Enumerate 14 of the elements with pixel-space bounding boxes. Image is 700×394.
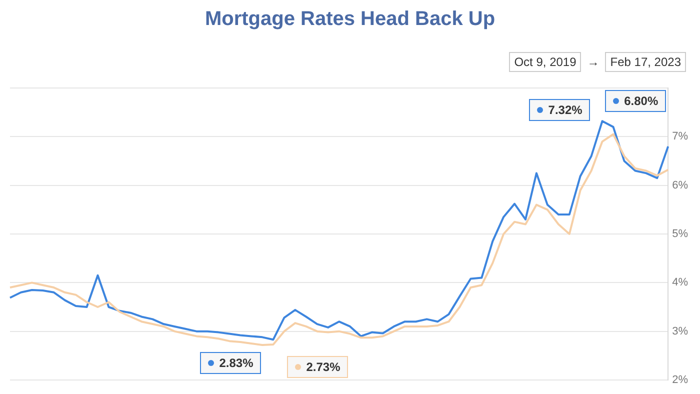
- chart-title: Mortgage Rates Head Back Up: [204, 8, 496, 31]
- y-tick-label: 2%: [672, 374, 688, 386]
- text: →: [587, 55, 600, 69]
- y-tick-label: 4%: [672, 276, 688, 289]
- y-tick-label: 3%: [672, 325, 688, 338]
- annotation: 7.32%: [548, 103, 582, 118]
- text: Oct 9, 2019: [509, 52, 582, 72]
- y-tick-label: 7%: [672, 130, 688, 143]
- annotation: 6.80%: [624, 94, 658, 108]
- y-tick-label: 5%: [672, 228, 688, 240]
- text: Feb 17, 2023: [605, 52, 686, 72]
- y-tick-label: 6%: [672, 179, 688, 192]
- annotation: 2.73%: [306, 360, 340, 374]
- annotation: 2.83%: [219, 356, 254, 370]
